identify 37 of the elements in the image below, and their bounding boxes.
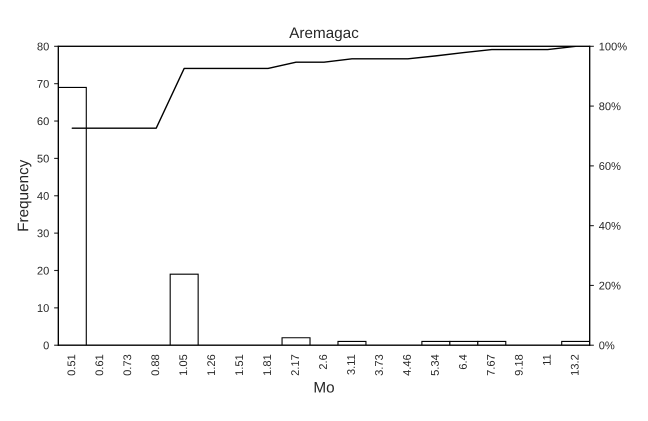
y-tick-label: 70 [38, 80, 49, 88]
y2-tick-label: 0% [599, 341, 614, 350]
x-tick-label: 6.4 [458, 354, 467, 370]
x-tick-label: 2.6 [319, 354, 327, 370]
x-axis-title: Mo [314, 382, 334, 393]
y2-tick-label: 60% [599, 162, 621, 170]
x-tick-label: 1.51 [235, 354, 244, 376]
y-tick-label: 20 [37, 266, 49, 275]
y2-tick-label: 20% [599, 282, 621, 290]
x-tick-label: 0.88 [151, 354, 160, 376]
y-tick-label: 0 [44, 341, 49, 350]
y2-tick-label: 40% [598, 222, 621, 230]
x-tick-label: 4.46 [403, 354, 411, 376]
y-tick-label: 50 [37, 154, 49, 163]
y-tick-label: 80 [37, 42, 49, 50]
x-tick-label: 1.26 [207, 354, 216, 376]
y-tick-label: 60 [38, 117, 49, 126]
x-tick-label: 11 [542, 354, 551, 365]
x-tick-label: 7.67 [486, 354, 495, 376]
x-tick-label: 3.11 [347, 354, 355, 375]
y-axis-title: Frequency [18, 160, 32, 231]
y2-tick-label: 80% [599, 102, 621, 110]
x-tick-label: 0.73 [123, 354, 132, 376]
y2-tick-label: 100% [600, 42, 627, 50]
x-tick-label: 1.81 [263, 354, 272, 376]
x-tick-label: 1.05 [179, 354, 188, 376]
y-tick-label: 30 [37, 229, 49, 238]
x-tick-label: 2.17 [291, 354, 299, 376]
x-tick-label: 13.2 [570, 354, 579, 376]
x-tick-label: 9.18 [514, 354, 523, 376]
x-tick-label: 3.73 [375, 354, 383, 376]
y-tick-label: 40 [37, 192, 49, 200]
chart-title: Aremagac [289, 27, 358, 42]
x-tick-label: 0.61 [95, 354, 104, 376]
y-tick-label: 10 [38, 304, 49, 312]
x-tick-label: 5.34 [430, 354, 439, 376]
x-tick-label: 0.51 [67, 354, 76, 376]
